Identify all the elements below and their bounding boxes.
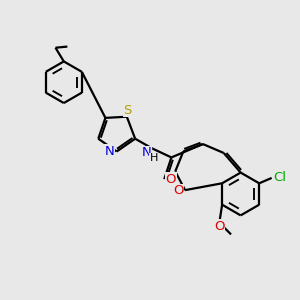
Text: O: O — [214, 220, 224, 232]
Text: H: H — [150, 153, 158, 163]
Text: S: S — [123, 104, 132, 117]
Text: O: O — [173, 184, 184, 197]
Text: N: N — [104, 145, 114, 158]
Text: O: O — [166, 172, 176, 186]
Text: Cl: Cl — [274, 171, 286, 184]
Text: N: N — [142, 146, 151, 159]
